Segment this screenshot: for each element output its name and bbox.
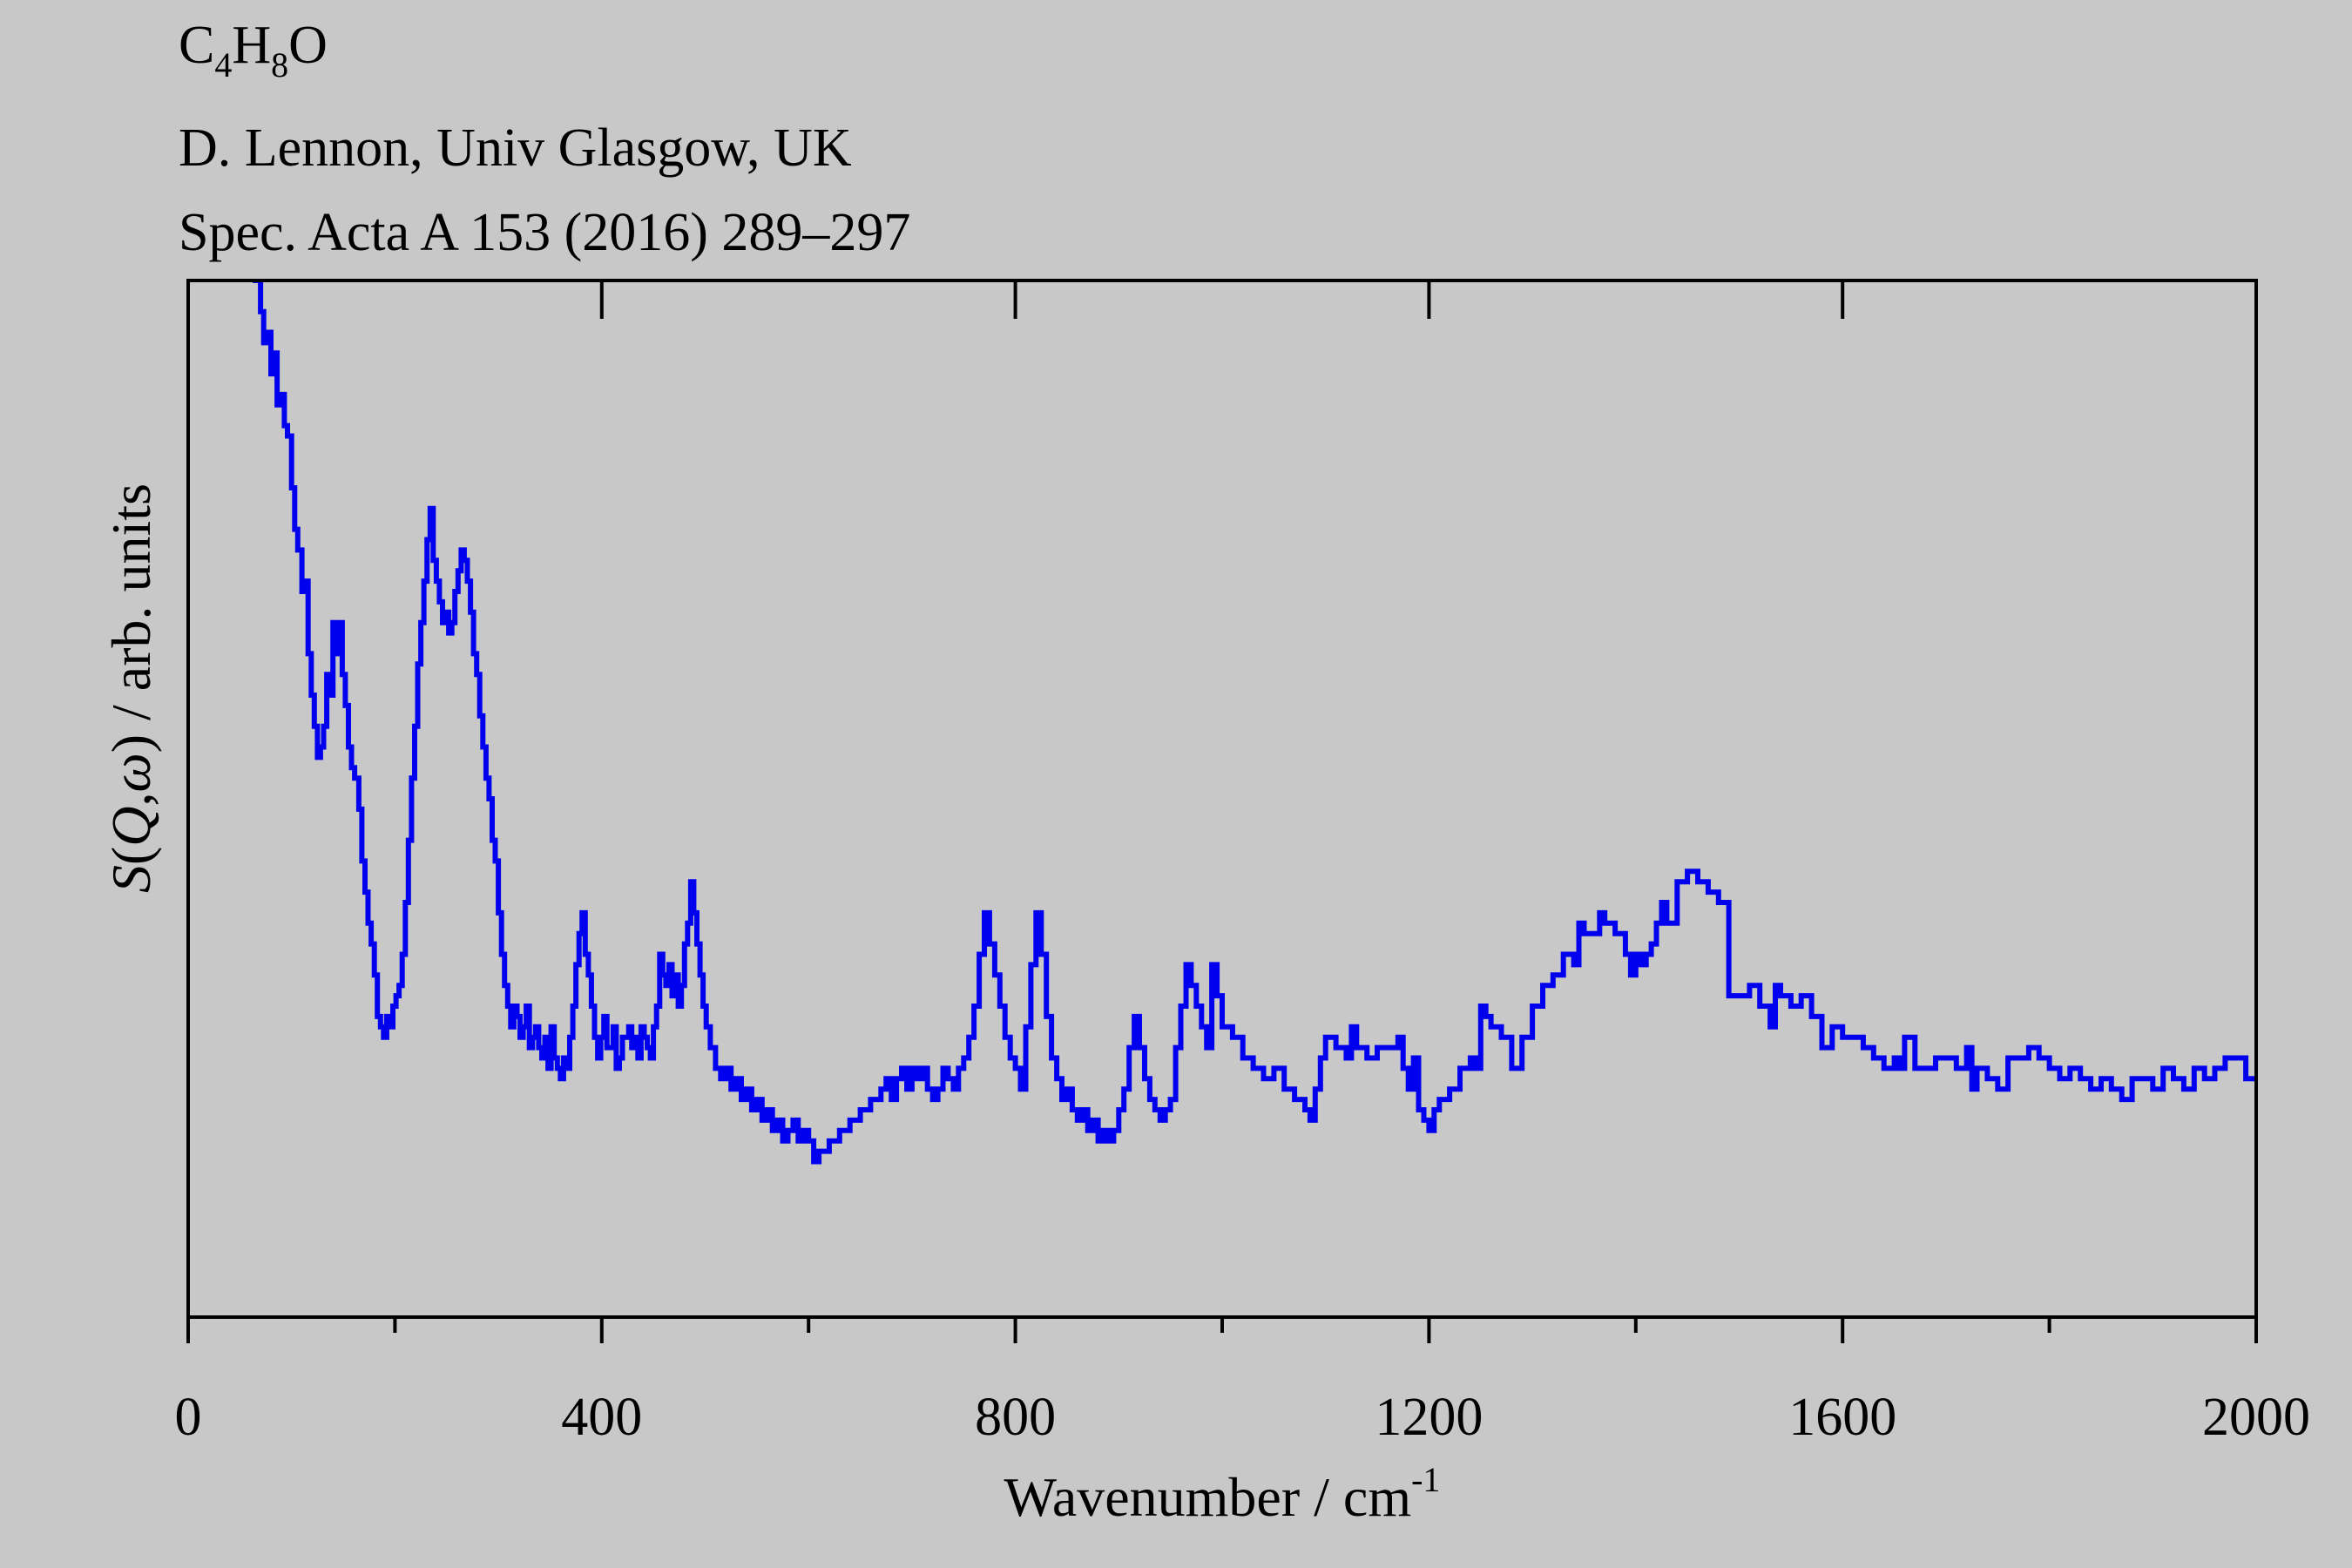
x-tick-label: 2000 bbox=[2202, 1388, 2310, 1447]
x-tick-label: 0 bbox=[175, 1388, 202, 1447]
chart-formula: C4H8O bbox=[179, 16, 328, 84]
chart-author: D. Lennon, Univ Glasgow, UK bbox=[179, 118, 852, 178]
x-tick-label: 1600 bbox=[1788, 1388, 1896, 1447]
y-axis-title: S(Q,ω) / arb. units bbox=[100, 483, 162, 893]
x-axis-ticks: 0 400 800 1200 1600 2000 bbox=[175, 280, 2310, 1447]
x-tick-label: 1200 bbox=[1375, 1388, 1483, 1447]
x-axis-title: Wavenumber / cm-1 bbox=[1004, 1460, 1441, 1528]
x-tick-label: 400 bbox=[561, 1388, 642, 1447]
x-tick-label: 800 bbox=[975, 1388, 1056, 1447]
chart-reference: Spec. Acta A 153 (2016) 289–297 bbox=[179, 203, 910, 262]
spectrum-series-line bbox=[253, 280, 2256, 1165]
